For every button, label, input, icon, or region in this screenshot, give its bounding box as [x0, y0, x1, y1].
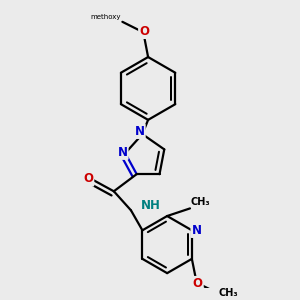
- Text: N: N: [117, 146, 128, 159]
- Text: NH: NH: [140, 199, 160, 212]
- Text: N: N: [192, 224, 202, 237]
- Text: O: O: [83, 172, 93, 185]
- Text: CH₃: CH₃: [218, 288, 238, 298]
- Text: O: O: [139, 25, 149, 38]
- Text: CH₃: CH₃: [191, 197, 211, 208]
- Text: O: O: [193, 277, 202, 290]
- Text: N: N: [134, 125, 145, 138]
- Text: methoxy: methoxy: [90, 14, 121, 20]
